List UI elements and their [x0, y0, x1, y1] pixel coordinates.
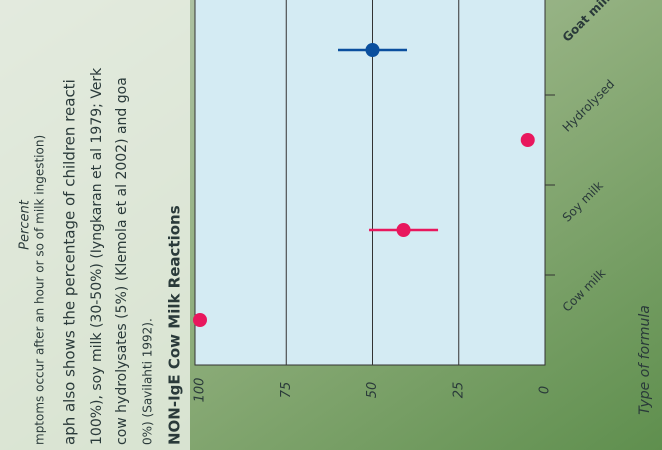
chart: NON-IgE Cow Milk Reactions Percent Type …	[0, 0, 662, 450]
body-text: cow hydrolysates (5%) (Klemola et al 200…	[114, 77, 130, 445]
point	[397, 223, 411, 237]
body-text: 100%), soy milk (30-50%) (Iyngkaran et a…	[89, 67, 105, 445]
point	[193, 313, 207, 327]
y-tick-label: 50	[365, 382, 380, 399]
page: NON-IgE Cow Milk Reactions Percent Type …	[0, 0, 662, 450]
y-tick-label: 100	[193, 378, 208, 403]
x-axis-title: Type of formula	[637, 305, 653, 415]
y-tick-label: 0	[538, 386, 553, 394]
y-tick-label: 75	[279, 382, 294, 399]
body-text: mptoms occur after an hour or so of milk…	[33, 135, 47, 445]
point	[521, 133, 535, 147]
y-tick-label: 25	[451, 382, 466, 399]
body-text: 0%) (Savilahti 1992).	[141, 318, 155, 445]
point	[366, 43, 380, 57]
y-axis-title: Percent	[18, 199, 33, 250]
chart-title: NON-IgE Cow Milk Reactions	[166, 205, 184, 445]
body-text: aph also shows the percentage of childre…	[61, 79, 79, 445]
